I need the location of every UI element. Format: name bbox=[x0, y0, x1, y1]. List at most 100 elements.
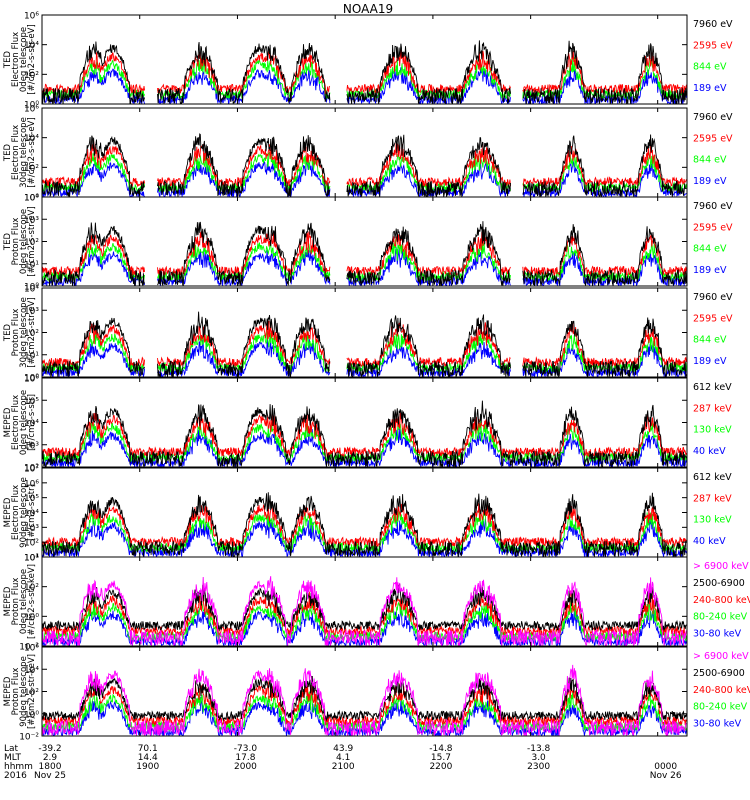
y-axis-label: [#/cm2-s-str-eV] bbox=[27, 24, 37, 94]
panel-frame bbox=[41, 556, 688, 647]
series-40-kev bbox=[42, 428, 687, 467]
legend-entry: 2595 eV bbox=[693, 40, 733, 51]
x-tick-label: 43.9 bbox=[333, 744, 353, 754]
panel-frame bbox=[41, 14, 688, 105]
y-axis-label: MEPED bbox=[3, 407, 13, 437]
y-axis-label: 0deg telescope bbox=[19, 390, 29, 455]
y-tick-label: 10¹ bbox=[24, 554, 39, 564]
legend-entry: 7960 eV bbox=[693, 19, 733, 30]
legend: > 6900 keV 2500-6900 240-800 keV 80-240 keV… bbox=[693, 651, 750, 730]
y-tick-label: 10⁶ bbox=[24, 105, 39, 115]
y-tick-label: 10² bbox=[24, 539, 39, 549]
x-tick-label: Nov 26 bbox=[650, 771, 682, 781]
y-tick-label: 10⁴ bbox=[24, 554, 39, 564]
legend-entry: 30-80 keV bbox=[693, 629, 742, 640]
y-tick-label: 10² bbox=[24, 329, 39, 339]
y-tick-label: 10² bbox=[24, 583, 39, 593]
y-tick-label: 10⁴ bbox=[24, 194, 39, 204]
y-axis-label: Proton Flux bbox=[11, 578, 21, 626]
series-287-kev bbox=[42, 503, 687, 548]
y-tick-label: 10⁰ bbox=[24, 283, 39, 293]
x-tick-label: 1900 bbox=[136, 762, 159, 772]
y-tick-label: 10² bbox=[24, 71, 39, 81]
y-axis-label: [#/cm2-s-str-eV] bbox=[27, 117, 37, 187]
series-2500-6900 bbox=[42, 675, 687, 722]
legend: 612 keV 287 keV 130 keV 40 keV bbox=[693, 472, 732, 547]
y-axis-label: [#/cm2-s-str-keV] bbox=[27, 654, 37, 729]
y-axis-label: Proton Flux bbox=[11, 668, 21, 716]
y-axis-label: [#/cm2-s-str-eV] bbox=[27, 297, 37, 367]
y-axis-label: MEPED bbox=[3, 676, 13, 706]
y-tick-label: 10³ bbox=[24, 216, 39, 226]
y-tick-label: 10² bbox=[24, 164, 39, 174]
x-tick-label: 3.0 bbox=[531, 753, 546, 763]
series-189-ev bbox=[42, 160, 687, 197]
series-844-ev bbox=[42, 57, 687, 101]
y-tick-label: 10⁷ bbox=[24, 465, 39, 475]
y-axis-label: Electron Flux bbox=[11, 125, 21, 180]
series--6900-kev bbox=[42, 664, 687, 736]
y-tick-label: 10⁶ bbox=[24, 375, 39, 385]
legend-entry: 844 eV bbox=[693, 155, 727, 166]
y-axis-label: Electron Flux bbox=[11, 485, 21, 540]
y-tick-label: 10⁶ bbox=[24, 644, 39, 654]
y-tick-label: 10³ bbox=[24, 441, 39, 451]
y-axis-label: [#/cm2-s-str-eV] bbox=[27, 206, 37, 276]
x-tick-label: 0000 bbox=[654, 762, 677, 772]
panel-8-traces bbox=[42, 664, 687, 736]
y-tick-label: 10⁰ bbox=[24, 101, 39, 111]
series-844-ev bbox=[42, 239, 687, 283]
series-612-kev bbox=[42, 400, 687, 467]
y-tick-label: 10⁰ bbox=[24, 374, 39, 384]
legend-entry: 612 keV bbox=[693, 382, 732, 393]
y-tick-label: 10⁻² bbox=[19, 643, 39, 653]
panel-5-traces bbox=[42, 400, 687, 467]
y-axis-label: 30deg telescope bbox=[19, 117, 29, 188]
figure-title: NOAA19 bbox=[343, 2, 393, 16]
y-tick-label: 10⁴ bbox=[24, 419, 39, 429]
legend-entry: 189 eV bbox=[693, 356, 727, 367]
y-tick-label: 10⁰ bbox=[24, 613, 39, 623]
legend-entry: 2595 eV bbox=[693, 313, 733, 324]
legend-entry: 189 eV bbox=[693, 176, 727, 187]
x-tick-label: 2.9 bbox=[43, 753, 58, 763]
y-tick-label: 10⁴ bbox=[24, 285, 39, 295]
legend-entry: 7960 eV bbox=[693, 201, 733, 212]
legend-entry: > 6900 keV bbox=[693, 561, 749, 572]
legend-entry: 7960 eV bbox=[693, 292, 733, 303]
x-row-label: MLT bbox=[4, 753, 22, 763]
series-7960-ev bbox=[42, 221, 687, 286]
y-axis-label: Electron Flux bbox=[11, 395, 21, 450]
y-tick-label: 10⁵ bbox=[24, 494, 39, 504]
legend-entry: 40 keV bbox=[693, 446, 726, 457]
y-tick-label: 10⁵ bbox=[24, 397, 39, 407]
x-tick-label: -14.8 bbox=[429, 744, 453, 754]
legend-entry: 30-80 keV bbox=[693, 719, 742, 730]
legend-entry: 240-800 keV bbox=[693, 685, 750, 696]
legend-entry: 240-800 keV bbox=[693, 595, 750, 606]
y-axis-label: TED bbox=[3, 143, 13, 162]
legend-entry: 844 eV bbox=[693, 62, 727, 73]
y-axis-label: Electron Flux bbox=[11, 32, 21, 87]
series-7960-ev bbox=[42, 40, 687, 104]
legend-entry: 189 eV bbox=[693, 83, 727, 94]
panel-2-traces bbox=[42, 133, 687, 197]
x-tick-label: 2100 bbox=[332, 762, 355, 772]
y-tick-label: 10¹ bbox=[24, 260, 39, 270]
legend: 7960 eV 2595 eV 844 eV 189 eV bbox=[693, 112, 733, 187]
legend-entry: 2500-6900 bbox=[693, 668, 745, 679]
y-tick-label: 10⁻² bbox=[19, 733, 39, 743]
x-row-label: hhmm bbox=[4, 762, 33, 772]
series-2595-ev bbox=[42, 49, 687, 95]
y-axis-label: 90deg telescope bbox=[19, 656, 29, 727]
x-tick-label: 70.1 bbox=[138, 744, 158, 754]
x-tick-label: -13.8 bbox=[527, 744, 551, 754]
y-axis-label: TED bbox=[3, 323, 13, 342]
legend-entry: 287 keV bbox=[693, 403, 732, 414]
y-axis-label: 0deg telescope bbox=[19, 27, 29, 92]
